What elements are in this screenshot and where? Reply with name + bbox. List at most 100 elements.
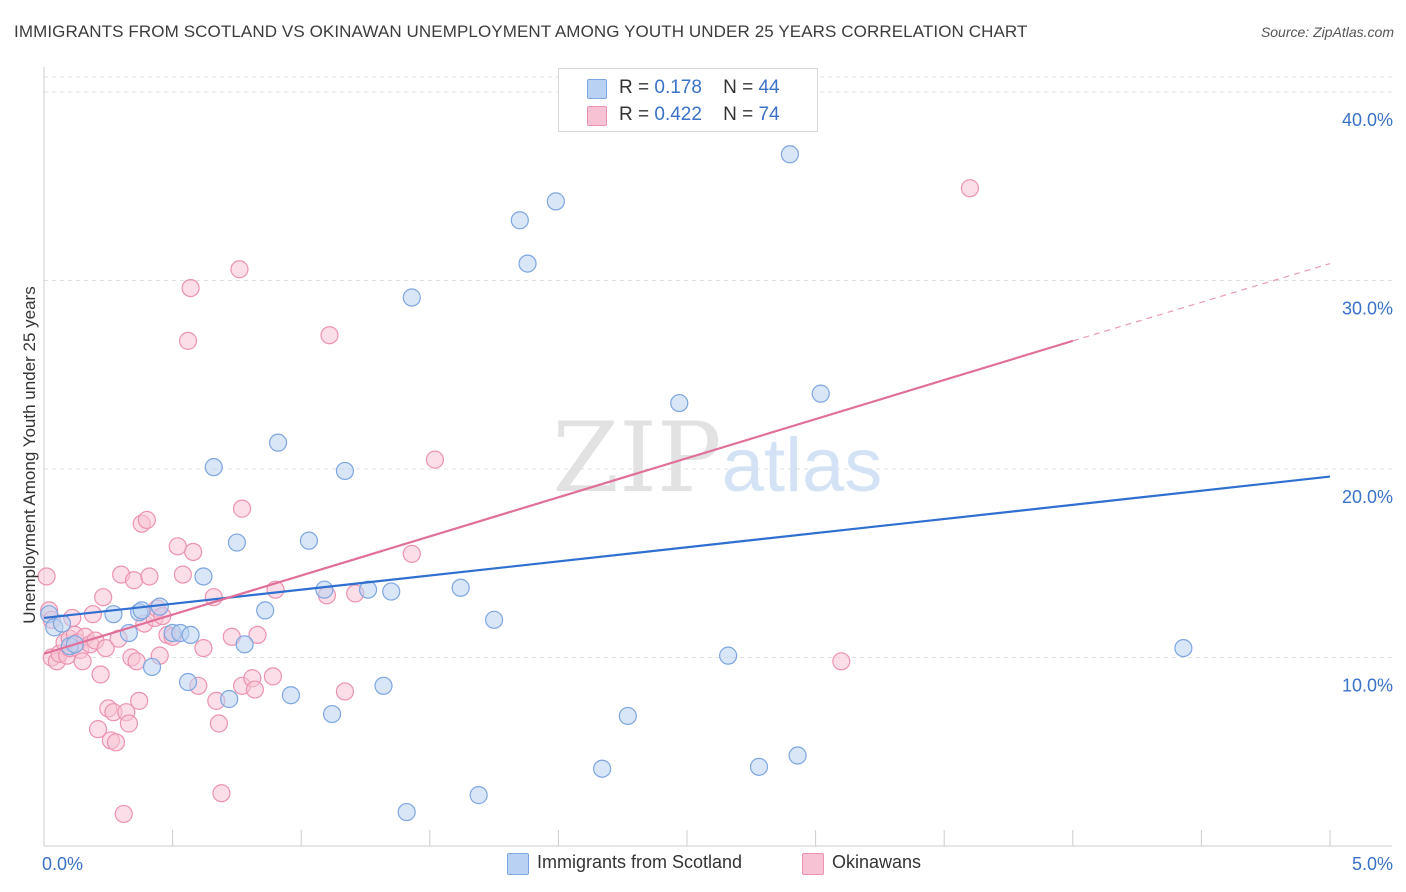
scotland-point — [104, 605, 123, 624]
scotland-point — [670, 393, 689, 413]
scotland-point — [397, 802, 416, 822]
scotland-point — [546, 192, 565, 211]
okinawans-point — [127, 652, 146, 671]
scotland-trend-line — [43, 475, 1331, 620]
legend-swatch-okinawans — [587, 106, 607, 126]
scotland-point — [593, 759, 612, 778]
scotland-point — [335, 461, 355, 481]
scotland-point — [788, 746, 807, 765]
watermark: ZIP atlas — [552, 402, 882, 514]
scotland-point — [1174, 638, 1193, 658]
okinawans-point — [832, 652, 851, 671]
scotland-point — [268, 433, 288, 452]
x-tick-label: 5.0% — [1352, 854, 1393, 874]
legend-n-label: N = — [723, 104, 754, 125]
scotland-point — [256, 601, 275, 620]
trend-lines — [43, 263, 1331, 655]
okinawans-point — [119, 714, 138, 733]
okinawans-point — [130, 691, 149, 710]
scotland-point — [451, 578, 470, 597]
okinawans-point — [232, 499, 252, 518]
scotland-point — [780, 145, 799, 164]
legend-r-label: R = — [619, 104, 650, 125]
legend-n-label: N = — [723, 77, 754, 98]
okinawans-point — [402, 544, 421, 563]
okinawans-trend-extension — [1072, 263, 1331, 342]
scotland-point — [485, 610, 504, 629]
y-tick-label: 30.0% — [1342, 299, 1393, 319]
okinawans-point — [194, 638, 213, 658]
scotland-points — [40, 145, 1193, 822]
okinawans-point — [114, 804, 133, 824]
scotland-point — [518, 254, 537, 273]
okinawans-point — [137, 510, 156, 530]
okinawans-point — [37, 567, 56, 586]
scotland-point — [749, 757, 769, 776]
okinawans-point — [140, 567, 159, 586]
watermark-atlas: atlas — [722, 423, 883, 508]
scotland-point — [618, 706, 637, 726]
okinawans-point — [245, 680, 265, 699]
x-tick-label: 0.0% — [42, 854, 83, 874]
scotland-point — [322, 704, 342, 724]
okinawans-trend-line — [43, 339, 1074, 655]
okinawans-point — [248, 625, 267, 645]
legend-r-value-scotland: 0.178 — [654, 77, 702, 98]
legend-n-value-scotland: 44 — [758, 77, 780, 98]
scotland-point — [299, 531, 319, 550]
okinawans-point — [178, 331, 198, 350]
scotland-point — [469, 786, 488, 805]
source-label: Source: ZipAtlas.com — [1260, 24, 1394, 40]
okinawans-point — [960, 179, 980, 198]
okinawans-point — [181, 278, 200, 298]
okinawans-point — [94, 588, 113, 607]
scotland-point — [227, 533, 246, 552]
scotland-point — [204, 458, 223, 477]
gridlines — [44, 76, 1392, 659]
scotland-point — [811, 384, 830, 403]
legend-n-value-okinawans: 74 — [758, 104, 780, 125]
scotland-point — [281, 686, 301, 705]
okinawans-point — [88, 720, 108, 739]
bottom-legend-label-okinawans: Okinawans — [832, 852, 922, 872]
okinawans-point — [230, 260, 249, 279]
watermark-zip: ZIP — [552, 402, 721, 514]
okinawans-point — [173, 565, 192, 584]
okinawans-point — [335, 682, 355, 701]
legend: R = 0.178 N = 44 R = 0.422 N = 74 — [558, 68, 818, 132]
okinawans-point — [91, 665, 110, 684]
scotland-point — [194, 567, 213, 586]
okinawans-point — [73, 652, 92, 671]
okinawans-point — [124, 571, 144, 590]
scotland-point — [315, 580, 334, 599]
okinawans-point — [96, 638, 115, 658]
scotland-point — [510, 211, 529, 230]
y-tick-label: 40.0% — [1342, 110, 1393, 130]
scotland-point — [178, 672, 198, 692]
bottom-legend-swatch-scotland — [507, 853, 529, 875]
scotland-point — [220, 689, 239, 709]
bottom-legend-label-scotland: Immigrants from Scotland — [537, 852, 743, 872]
legend-r-value-okinawans: 0.422 — [654, 104, 702, 125]
okinawans-point — [212, 784, 231, 803]
scotland-point — [382, 582, 401, 601]
scotland-point — [358, 580, 378, 599]
scotland-point — [142, 657, 162, 677]
y-tick-label: 10.0% — [1342, 676, 1393, 696]
scotland-point — [132, 601, 151, 620]
scotland-point — [402, 288, 421, 307]
okinawans-point — [320, 326, 339, 345]
okinawans-point — [106, 733, 126, 752]
okinawans-point — [263, 667, 283, 686]
axes — [43, 67, 1392, 847]
scotland-point — [374, 676, 393, 695]
tick-labels: 10.0% 20.0% 30.0% 40.0% 0.0% 5.0% — [42, 110, 1393, 874]
okinawans-point — [209, 714, 228, 733]
okinawans-point — [184, 542, 203, 562]
scotland-point — [235, 635, 254, 654]
okinawans-point — [168, 537, 187, 556]
scotland-point — [181, 625, 200, 645]
bottom-legend-swatch-okinawans — [802, 853, 824, 875]
legend-swatch-scotland — [587, 79, 607, 99]
